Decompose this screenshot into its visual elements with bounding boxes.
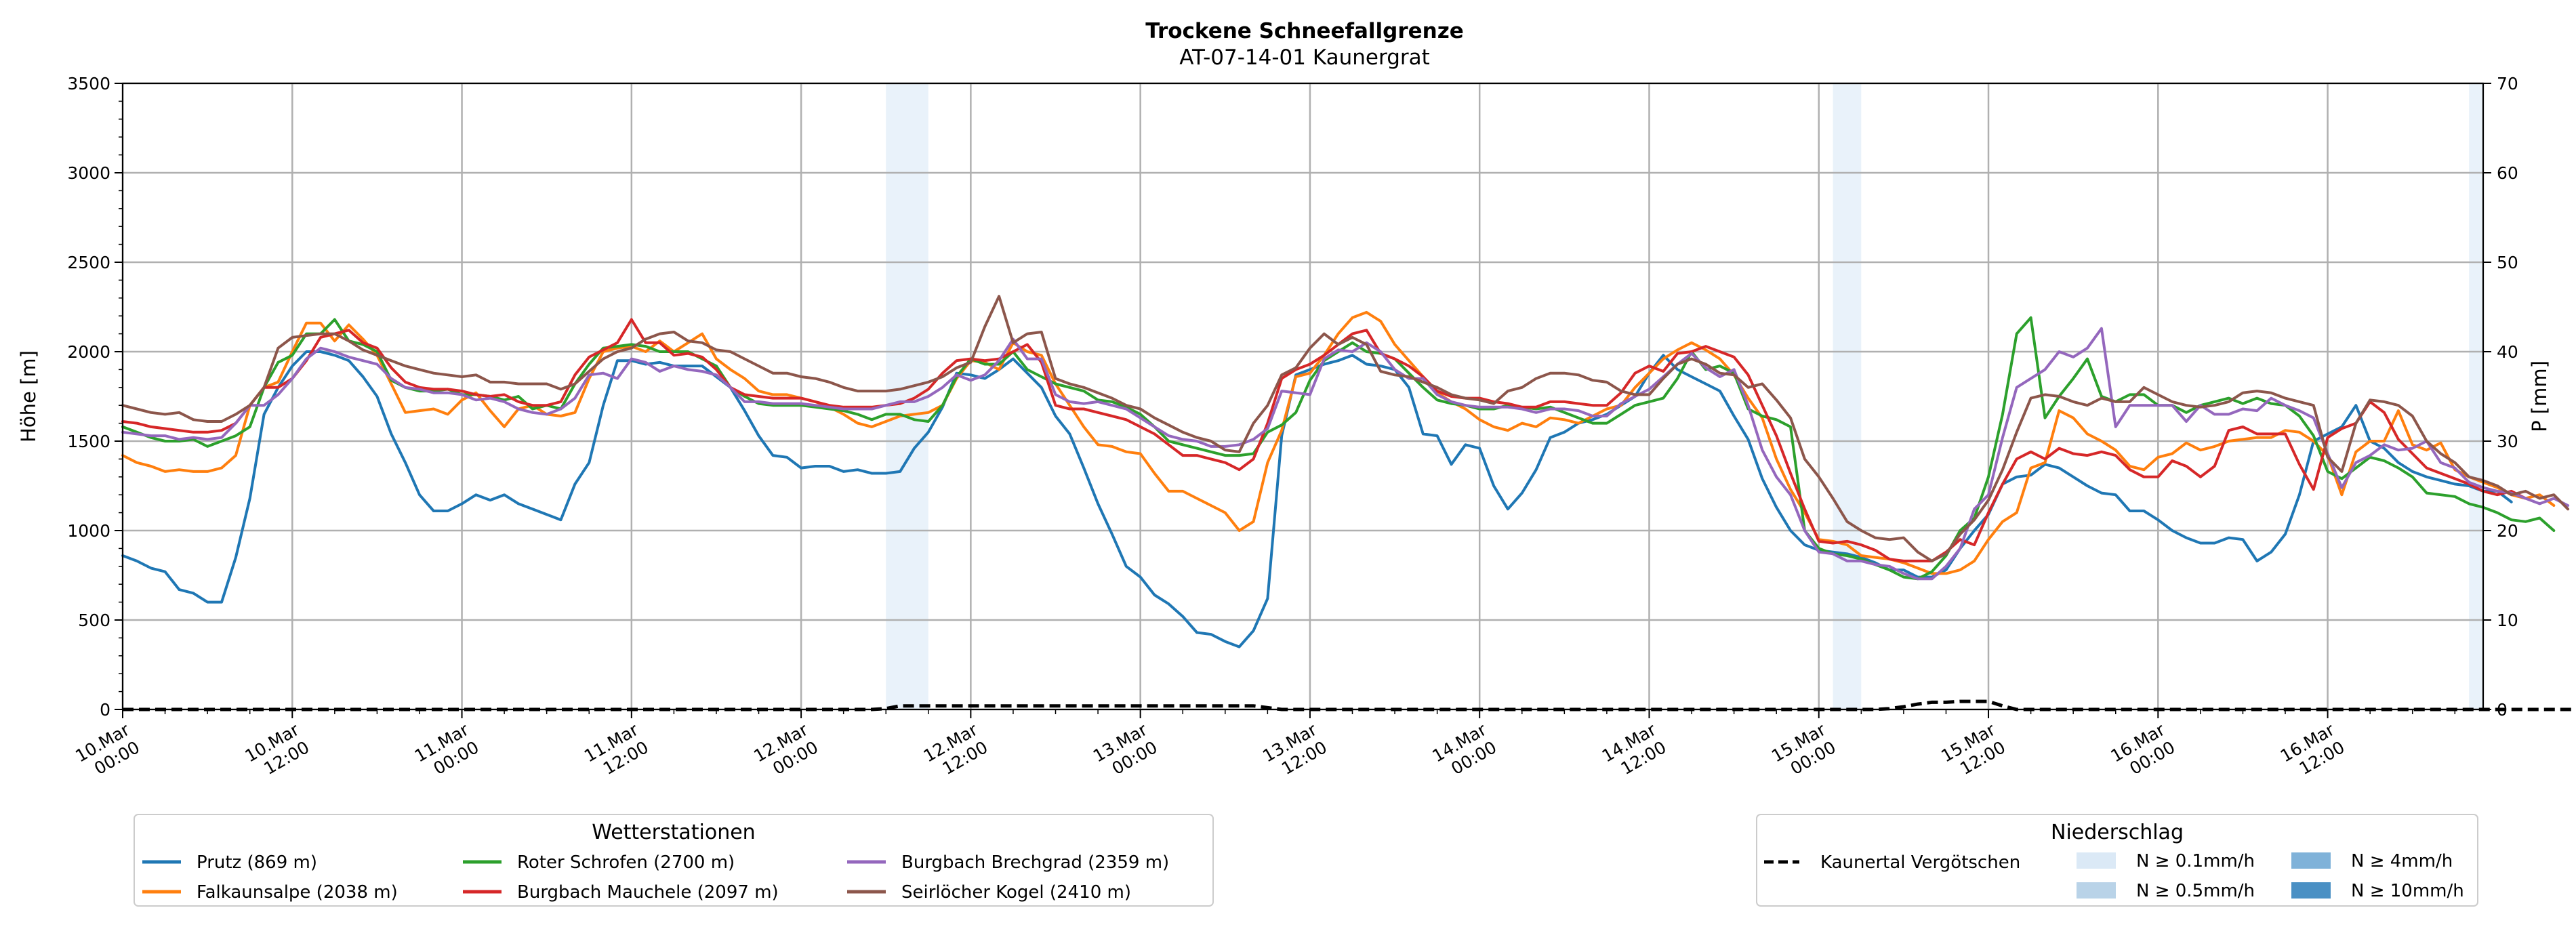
legend-station-label: Prutz (869 m): [197, 852, 317, 873]
legend-precip-line-label: Kaunertal Vergötschen: [1820, 852, 2020, 873]
legend-precip-class-swatch: [2077, 852, 2116, 869]
legend-station-label: Seirlöcher Kogel (2410 m): [901, 882, 1131, 903]
y2-axis-label: P [mm]: [2528, 360, 2551, 432]
y-tick-label: 1500: [67, 432, 110, 451]
y-axis-label: Höhe [m]: [17, 350, 40, 442]
precip-band: [1833, 83, 1862, 709]
y-tick-label: 2500: [67, 253, 110, 272]
plot-frame: [121, 82, 2485, 711]
legend-precip-class-swatch: [2077, 882, 2116, 899]
y-tick-label: 2000: [67, 342, 110, 362]
y2-tick-label: 20: [2497, 521, 2518, 541]
precip-band: [2469, 83, 2483, 709]
series-lines: [121, 295, 2570, 648]
legend-station-label: Falkaunsalpe (2038 m): [197, 882, 398, 903]
legend-precip-class-label: N ≥ 4mm/h: [2351, 851, 2453, 871]
legend-stations-box: [134, 814, 1214, 907]
legend-precip-class-label: N ≥ 10mm/h: [2351, 881, 2464, 901]
series-line-4: [121, 327, 2570, 581]
legend-station-label: Roter Schrofen (2700 m): [517, 852, 735, 873]
y2-tick-label: 60: [2497, 163, 2518, 183]
chart-subtitle: AT-07-14-01 Kaunergrat: [1179, 45, 1430, 70]
y-tick-label: 1000: [67, 521, 110, 541]
legend-station-label: Burgbach Mauchele (2097 m): [517, 882, 779, 903]
y2-tick-label: 40: [2497, 342, 2518, 362]
legend-precip-class-label: N ≥ 0.1mm/h: [2136, 851, 2255, 871]
grid: [121, 82, 2483, 711]
precip-band: [886, 83, 928, 709]
y-tick-label: 3500: [67, 74, 110, 94]
legend-precip: Niederschlag Kaunertal Vergötschen N ≥ 0…: [1756, 814, 2478, 907]
legend-precip-classes: N ≥ 0.1mm/h N ≥ 0.5mm/h N ≥ 4mm/h N ≥ 10mm/…: [2077, 851, 2464, 901]
legend-precip-class-swatch: [2291, 852, 2331, 869]
y2-tick-label: 70: [2497, 74, 2518, 94]
legend-stations: Wetterstationen Prutz (869 m) Falkaunsalp…: [134, 814, 1214, 907]
legend-stations-entries: Prutz (869 m) Falkaunsalpe (2038 m) Roter …: [142, 852, 1169, 903]
series-line-5: [121, 295, 2570, 562]
legend-precip-class-swatch: [2291, 882, 2331, 899]
y-tick-label: 500: [78, 611, 110, 630]
y2-tick-label: 50: [2497, 253, 2518, 272]
legend-precip-title: Niederschlag: [2051, 821, 2184, 844]
precip-bands: [886, 83, 2483, 709]
y-tick-label: 0: [100, 700, 110, 720]
chart-title: Trockene Schneefallgrenze: [1145, 19, 1464, 43]
legend-precip-class-label: N ≥ 0.5mm/h: [2136, 881, 2255, 901]
y2-tick-label: 30: [2497, 432, 2518, 451]
y2-tick-label: 0: [2497, 700, 2508, 720]
legend-stations-title: Wetterstationen: [592, 821, 755, 844]
y-tick-label: 3000: [67, 163, 110, 183]
legend-station-label: Burgbach Brechgrad (2359 m): [901, 852, 1169, 873]
series-line-3: [121, 318, 2527, 562]
y2-tick-label: 10: [2497, 611, 2518, 630]
series-line-0: [121, 350, 2513, 648]
